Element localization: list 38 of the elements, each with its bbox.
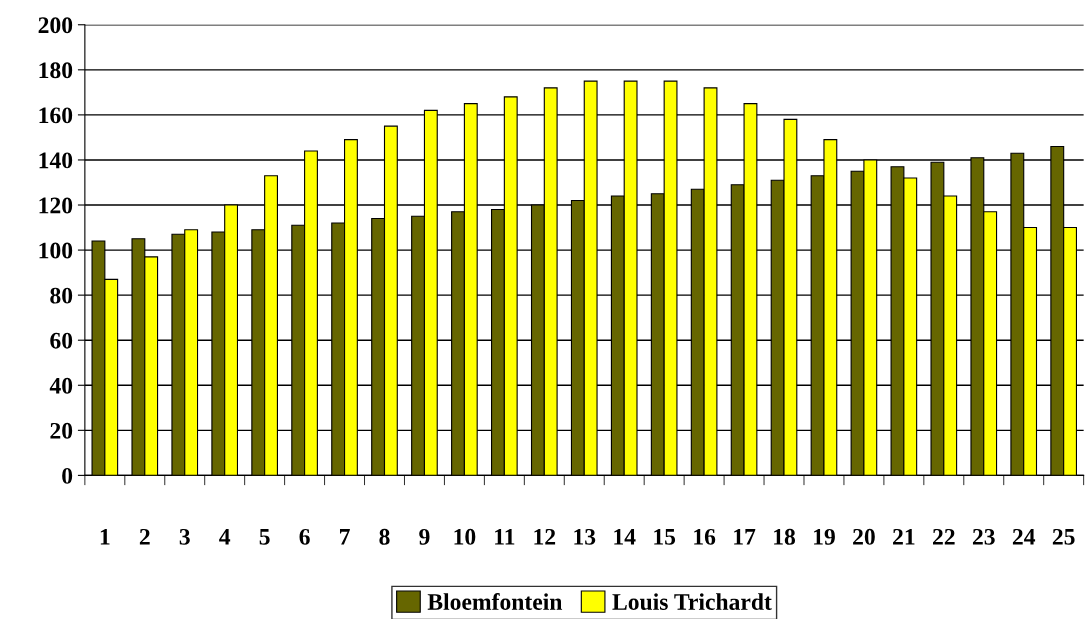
y-tick-label: 120 xyxy=(39,197,73,214)
legend-label: Louis Trichardt xyxy=(612,593,772,610)
y-tick-label: 180 xyxy=(39,62,73,79)
y-tick-label: 140 xyxy=(39,152,73,169)
x-tick-label: 6 xyxy=(299,528,310,545)
x-tick-label: 20 xyxy=(853,528,875,545)
x-tick-label: 17 xyxy=(734,528,756,545)
x-tick-label: 22 xyxy=(933,528,955,545)
x-tick-label: 21 xyxy=(893,528,915,545)
x-tick-label: 19 xyxy=(814,528,835,545)
x-tick-label: 2 xyxy=(139,528,150,545)
x-tick-label: 4 xyxy=(219,529,231,545)
x-tick-label: 14 xyxy=(614,528,636,545)
y-tick-label: 80 xyxy=(50,287,73,304)
y-tick-label: 20 xyxy=(50,422,73,439)
x-tick-label: 12 xyxy=(534,528,556,545)
x-tick-label: 18 xyxy=(774,528,796,545)
x-tick-label: 3 xyxy=(179,528,190,545)
y-tick-label: 200 xyxy=(38,17,73,34)
legend-label: Bloemfontein xyxy=(427,593,563,610)
x-tick-label: 25 xyxy=(1052,528,1075,545)
x-tick-label: 9 xyxy=(419,528,430,545)
x-tick-label: 24 xyxy=(1012,528,1036,545)
x-tick-label: 5 xyxy=(259,529,270,545)
x-tick-label: 7 xyxy=(340,529,350,545)
y-tick-label: 60 xyxy=(50,332,73,349)
x-tick-label: 1 xyxy=(100,528,110,545)
y-tick-label: 40 xyxy=(49,377,73,394)
x-tick-label: 23 xyxy=(972,528,995,545)
x-tick-label: 15 xyxy=(654,528,676,545)
y-tick-label: 0 xyxy=(62,467,73,484)
y-tick-label: 100 xyxy=(39,242,73,259)
y-tick-label: 160 xyxy=(39,107,73,124)
x-tick-label: 8 xyxy=(379,528,390,545)
x-tick-label: 10 xyxy=(454,528,476,545)
x-tick-label: 16 xyxy=(694,528,716,545)
x-tick-label: 11 xyxy=(495,528,515,545)
x-tick-label: 13 xyxy=(574,528,596,545)
